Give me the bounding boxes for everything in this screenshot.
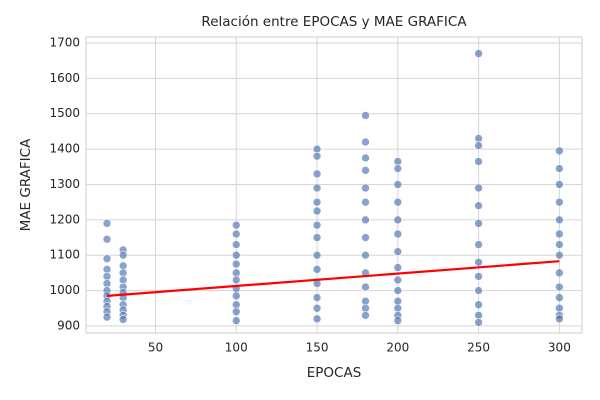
- scatter-point: [393, 275, 403, 285]
- scatter-point: [312, 233, 322, 242]
- scatter-point: [474, 201, 483, 210]
- scatter-point: [555, 146, 564, 156]
- scatter-point: [312, 265, 322, 274]
- scatter-point: [555, 164, 564, 173]
- scatter-point: [361, 111, 370, 120]
- scatter-point: [474, 286, 483, 295]
- scatter-point: [474, 240, 483, 249]
- scatter-point: [474, 318, 483, 327]
- scatter-point: [361, 183, 370, 193]
- scatter-point: [474, 272, 483, 281]
- scatter-point: [555, 268, 564, 278]
- y-tick-label: 1400: [49, 142, 80, 156]
- scatter-point: [361, 282, 370, 292]
- scatter-point: [555, 282, 564, 292]
- scatter-point: [118, 250, 128, 260]
- x-axis-label: EPOCAS: [307, 365, 362, 381]
- scatter-point: [102, 312, 112, 322]
- x-tick-label: 200: [386, 341, 409, 355]
- scatter-point: [102, 219, 112, 228]
- scatter-point: [474, 157, 483, 166]
- scatter-point: [312, 151, 322, 161]
- scatter-point: [312, 220, 322, 230]
- x-tick-label: 300: [548, 341, 571, 355]
- scatter-point: [555, 250, 564, 260]
- scatter-point: [393, 164, 403, 173]
- x-tick-label: 100: [225, 341, 248, 355]
- trend-line: [106, 260, 560, 297]
- scatter-point: [474, 219, 483, 228]
- scatter-point: [555, 314, 564, 324]
- scatter-point: [555, 229, 564, 239]
- scatter-point: [312, 169, 322, 179]
- scatter-point: [361, 215, 370, 225]
- scatter-point: [474, 141, 483, 150]
- scatter-point: [393, 229, 403, 239]
- scatter-point: [312, 303, 322, 313]
- scatter-point: [474, 183, 483, 193]
- scatter-point: [361, 233, 370, 242]
- scatter-point: [312, 206, 322, 216]
- y-tick-label: 900: [57, 318, 80, 332]
- scatter-point: [102, 234, 112, 244]
- x-tick-label: 150: [306, 341, 329, 355]
- scatter-point: [231, 259, 241, 269]
- scatter-point: [312, 314, 322, 324]
- scatter-point: [361, 166, 370, 175]
- scatter-point: [393, 286, 403, 295]
- y-tick-label: 1700: [49, 36, 80, 50]
- scatter-point: [361, 250, 370, 260]
- scatter-point: [555, 215, 564, 225]
- y-tick-label: 1200: [49, 212, 80, 226]
- scatter-point: [393, 180, 403, 189]
- scatter-point: [312, 197, 322, 207]
- y-tick-label: 1300: [49, 177, 80, 191]
- scatter-point: [102, 254, 112, 264]
- x-tick-label: 250: [467, 341, 490, 355]
- scatter-point: [555, 180, 564, 189]
- y-tick-label: 1100: [49, 248, 80, 262]
- scatter-point: [361, 137, 370, 147]
- scatter-point: [393, 316, 403, 325]
- scatter-point: [312, 250, 322, 260]
- scatter-point: [231, 240, 241, 249]
- y-tick-label: 1500: [49, 106, 80, 120]
- scatter-point: [118, 315, 128, 324]
- scatter-point: [555, 240, 564, 249]
- scatter-point: [312, 293, 322, 302]
- plot-area: [85, 36, 583, 334]
- scatter-point: [312, 183, 322, 193]
- scatter-point: [555, 197, 564, 207]
- scatter-point: [231, 316, 241, 325]
- scatter-point: [231, 307, 241, 317]
- scatter-point: [474, 257, 483, 267]
- y-tick-label: 1000: [49, 283, 80, 297]
- scatter-point: [361, 311, 370, 320]
- scatter-point: [474, 300, 483, 310]
- scatter-point: [393, 197, 403, 207]
- scatter-point: [474, 49, 483, 58]
- scatter-point: [361, 197, 370, 207]
- scatter-point: [231, 275, 241, 285]
- marks: [102, 49, 564, 327]
- scatter-point: [231, 220, 241, 230]
- scatter-point: [361, 153, 370, 163]
- scatter-point: [393, 215, 403, 225]
- scatter-point: [555, 293, 564, 302]
- y-tick-label: 1600: [49, 71, 80, 85]
- scatter-point: [393, 247, 403, 256]
- x-tick-label: 50: [148, 341, 163, 355]
- y-axis-label: MAE GRAFICA: [18, 138, 34, 231]
- scatter-point: [231, 229, 241, 239]
- chart-title: Relación entre EPOCAS y MAE GRAFICA: [201, 14, 467, 30]
- scatter-point: [231, 291, 241, 301]
- scatter-point: [393, 263, 403, 272]
- scatter-point: [231, 250, 241, 260]
